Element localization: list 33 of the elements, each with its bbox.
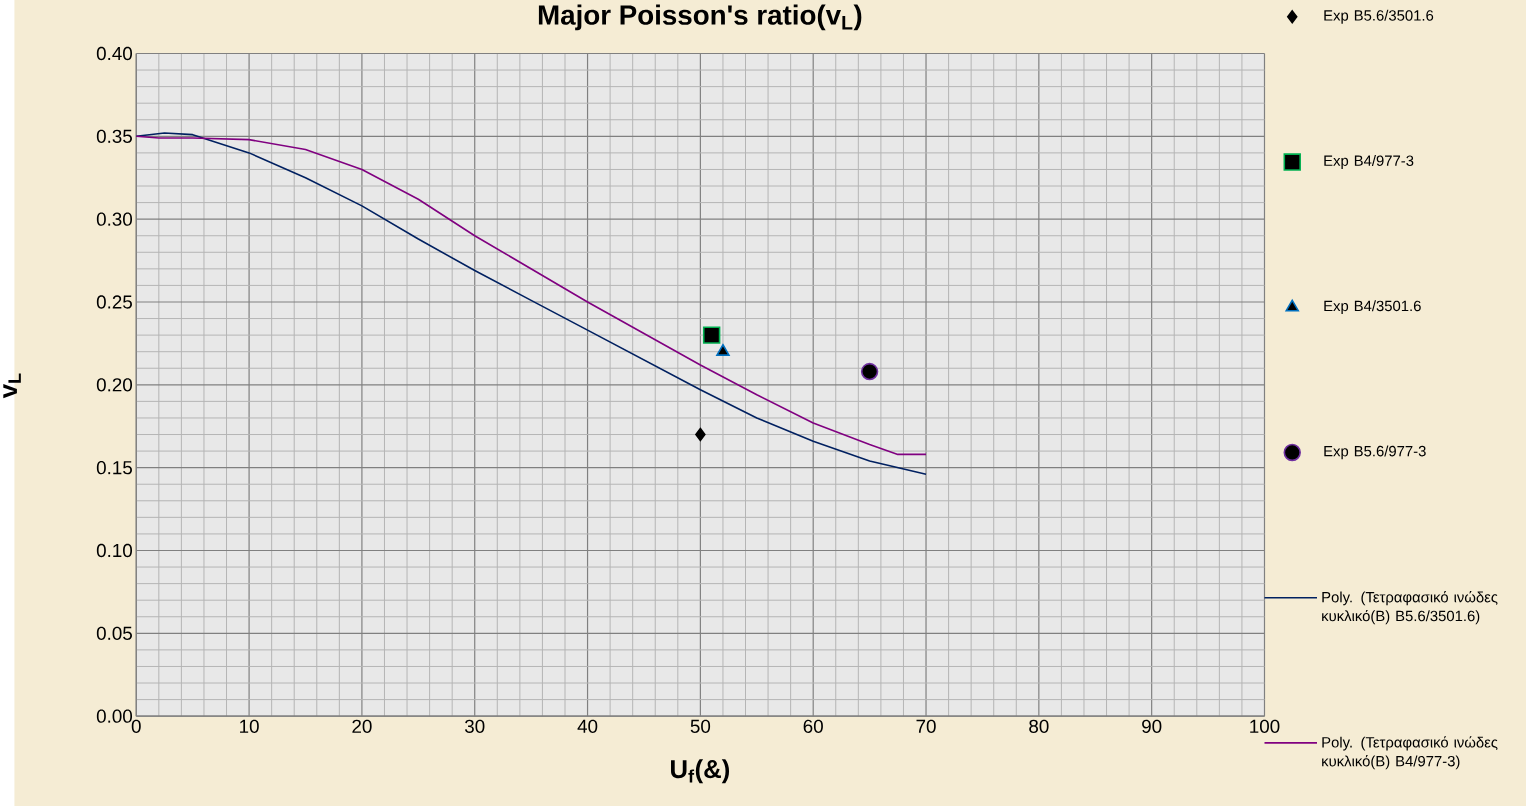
x-tick-label: 40 (577, 719, 598, 733)
x-tick-label: 60 (803, 719, 823, 733)
y-axis-title: v$_{L}$ (3, 373, 21, 398)
x-tick-label: 10 (240, 719, 259, 733)
x-tick-label: 0 (131, 719, 141, 733)
x-tick-label: 100 (1250, 719, 1280, 733)
y-tick-label: 0.20 (96, 378, 133, 392)
y-tick-label: 0.25 (96, 295, 132, 309)
y-tick-label: 0.05 (96, 626, 132, 640)
x-tick-label: 80 (1029, 719, 1049, 733)
point (695, 427, 706, 442)
y-tick-label: 0.00 (96, 709, 133, 723)
legend-label: Exp B4/977-3 (1324, 154, 1414, 169)
point (716, 343, 730, 356)
y-tick-label: 0.35 (96, 129, 132, 143)
point (860, 362, 879, 381)
y-tick-label: 0.15 (96, 460, 132, 475)
x-tick-label: 30 (464, 719, 485, 733)
legend-label: Poly. (Τετραφασικό ινώδες κυκλικό(Β) B4/977-3) (1322, 736, 1498, 770)
y-tick-label: 0.10 (96, 543, 133, 558)
point (702, 326, 721, 344)
y-tick-label: 0.40 (96, 46, 133, 61)
legend-label: Exp B5.6/977-3 (1324, 445, 1426, 460)
legend-label: Exp B5.6/3501.6 (1324, 9, 1434, 24)
chart-title: Major Poisson's ratio(v$_{L}$) (538, 4, 862, 31)
legend-label: Poly. (Τετραφασικό ινώδες κυκλικό(Β) B5.6/3501.6) (1322, 590, 1498, 624)
x-tick-label: 50 (690, 719, 711, 733)
x-tick-label: 70 (916, 719, 936, 733)
x-tick-label: 20 (352, 719, 372, 733)
y-tick-label: 0.30 (96, 212, 133, 226)
x-tick-label: 90 (1142, 719, 1162, 733)
x-axis-title: U$_{f}$(&) (671, 759, 730, 784)
legend-label: Exp B4/3501.6 (1324, 300, 1421, 314)
